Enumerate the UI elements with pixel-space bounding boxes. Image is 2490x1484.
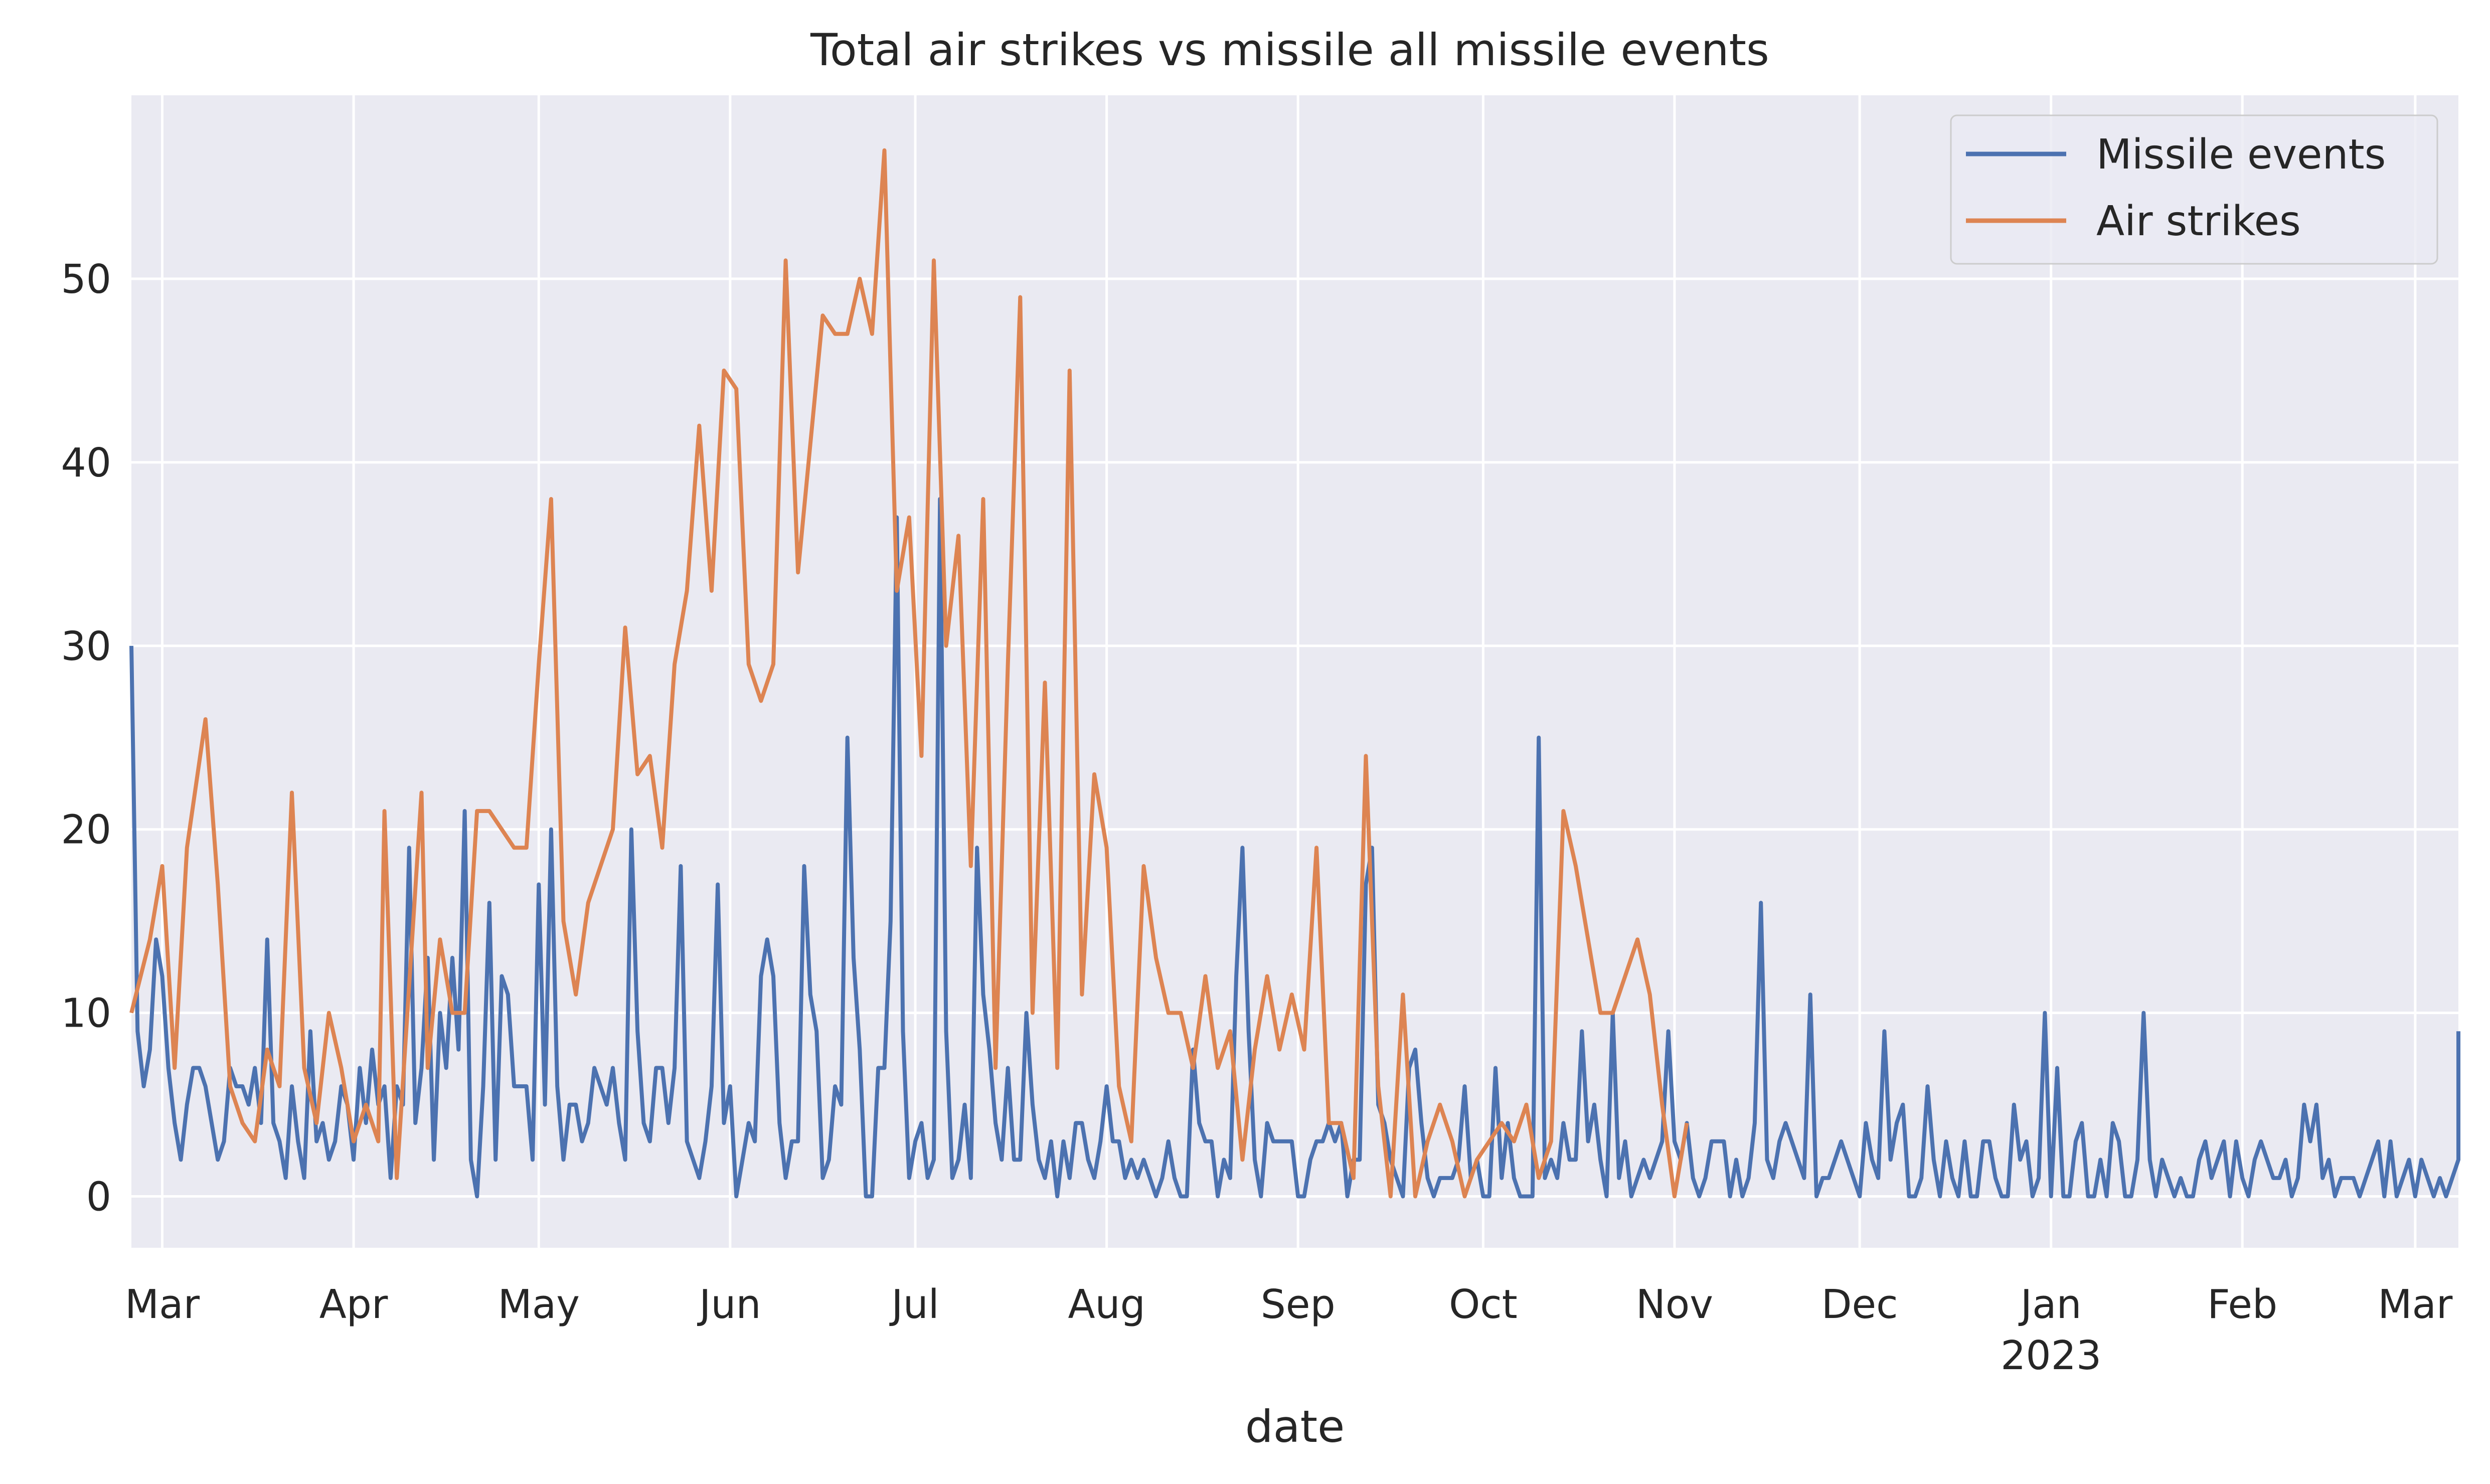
x-tick-label: Jun xyxy=(697,1281,761,1328)
x-tick-label: Mar xyxy=(125,1281,200,1328)
legend: Missile events Air strikes xyxy=(1950,114,2438,265)
x-tick-label: Sep xyxy=(1261,1281,1336,1328)
x-tick-label: Mar xyxy=(2378,1281,2453,1328)
series-line-air-strikes xyxy=(129,148,1689,1199)
x-tick-label: Jul xyxy=(889,1281,939,1328)
y-tick-label: 10 xyxy=(61,991,111,1037)
x-tick-label: Jan xyxy=(2018,1281,2082,1328)
legend-label-missile-events: Missile events xyxy=(2096,131,2386,179)
x-tick-label: Dec xyxy=(1821,1281,1898,1328)
x-tick-label: May xyxy=(498,1281,580,1328)
y-tick-label: 50 xyxy=(61,256,111,302)
legend-label-air-strikes: Air strikes xyxy=(2096,198,2301,245)
y-tick-label: 0 xyxy=(86,1174,111,1220)
legend-box xyxy=(1950,114,2438,265)
x-tick-label: Nov xyxy=(1636,1281,1713,1328)
x-tick-label: Feb xyxy=(2207,1281,2277,1328)
x-tick-label: Aug xyxy=(1068,1281,1145,1328)
plot-area xyxy=(131,95,2458,1248)
x-axis: Mar Apr May Jun Jul Aug Sep Oct Nov Dec Jan 2023 Feb… xyxy=(125,1281,2453,1379)
x-tick-label: Oct xyxy=(1449,1281,1518,1328)
y-axis: 0 10 20 30 40 50 xyxy=(61,256,111,1220)
x-tick-year-label: 2023 xyxy=(2001,1333,2101,1379)
x-tick-label: Apr xyxy=(319,1281,388,1328)
chart-title: Total air strikes vs missile all missile… xyxy=(810,24,1769,76)
x-axis-label: date xyxy=(1245,1401,1345,1452)
series-line-missile-events xyxy=(129,497,2460,1199)
y-tick-label: 40 xyxy=(61,440,111,486)
y-tick-label: 30 xyxy=(61,623,111,670)
series-lines xyxy=(129,148,2460,1199)
y-tick-label: 20 xyxy=(61,807,111,853)
